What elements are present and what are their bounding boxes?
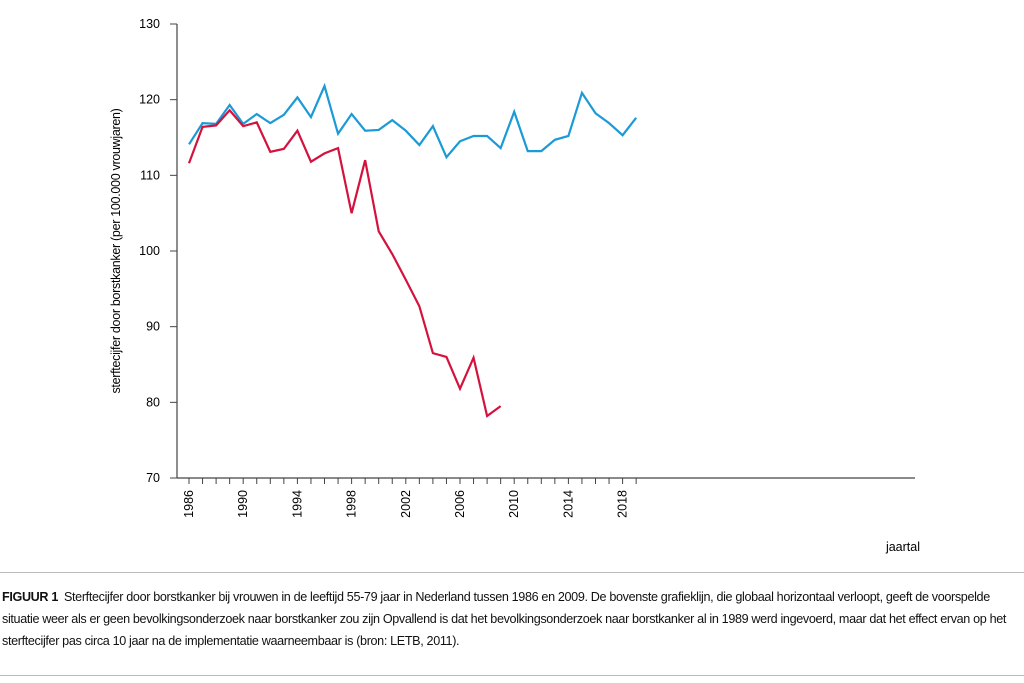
caption-text: Sterftecijfer door borstkanker bij vrouw… xyxy=(2,590,1007,648)
y-tick-label: 110 xyxy=(140,168,160,182)
figure-caption: FIGUUR 1 Sterftecijfer door borstkanker b… xyxy=(0,572,1024,676)
y-tick-label: 70 xyxy=(146,471,160,485)
x-tick-label: 1994 xyxy=(290,490,304,518)
y-axis-label: sterftecijfer door borstkanker (per 100.… xyxy=(109,108,123,393)
line-chart: 70 80 90 100 110 120 130 1986 1990 1994 1998 2002 2… xyxy=(109,17,920,554)
x-tick-label: 1986 xyxy=(182,490,196,518)
y-tick-label: 80 xyxy=(146,395,160,409)
x-tick-label: 1998 xyxy=(345,490,359,518)
y-tick-label: 130 xyxy=(139,17,160,31)
series-line-2 xyxy=(187,108,502,418)
x-tick-label: 2014 xyxy=(561,490,575,518)
x-tick-label: 2002 xyxy=(399,490,413,518)
x-tick-label: 2010 xyxy=(507,490,521,518)
x-tick-label: 1990 xyxy=(236,490,250,518)
x-tick-label: 2006 xyxy=(453,490,467,518)
series-line-1 xyxy=(188,82,638,160)
y-tick-label: 90 xyxy=(146,320,160,334)
x-axis-label: jaartal xyxy=(885,540,920,554)
y-tick-label: 100 xyxy=(139,244,160,258)
y-tick-label: 120 xyxy=(139,93,160,107)
caption-label: FIGUUR 1 xyxy=(2,590,58,604)
x-tick-label: 2018 xyxy=(616,490,630,518)
